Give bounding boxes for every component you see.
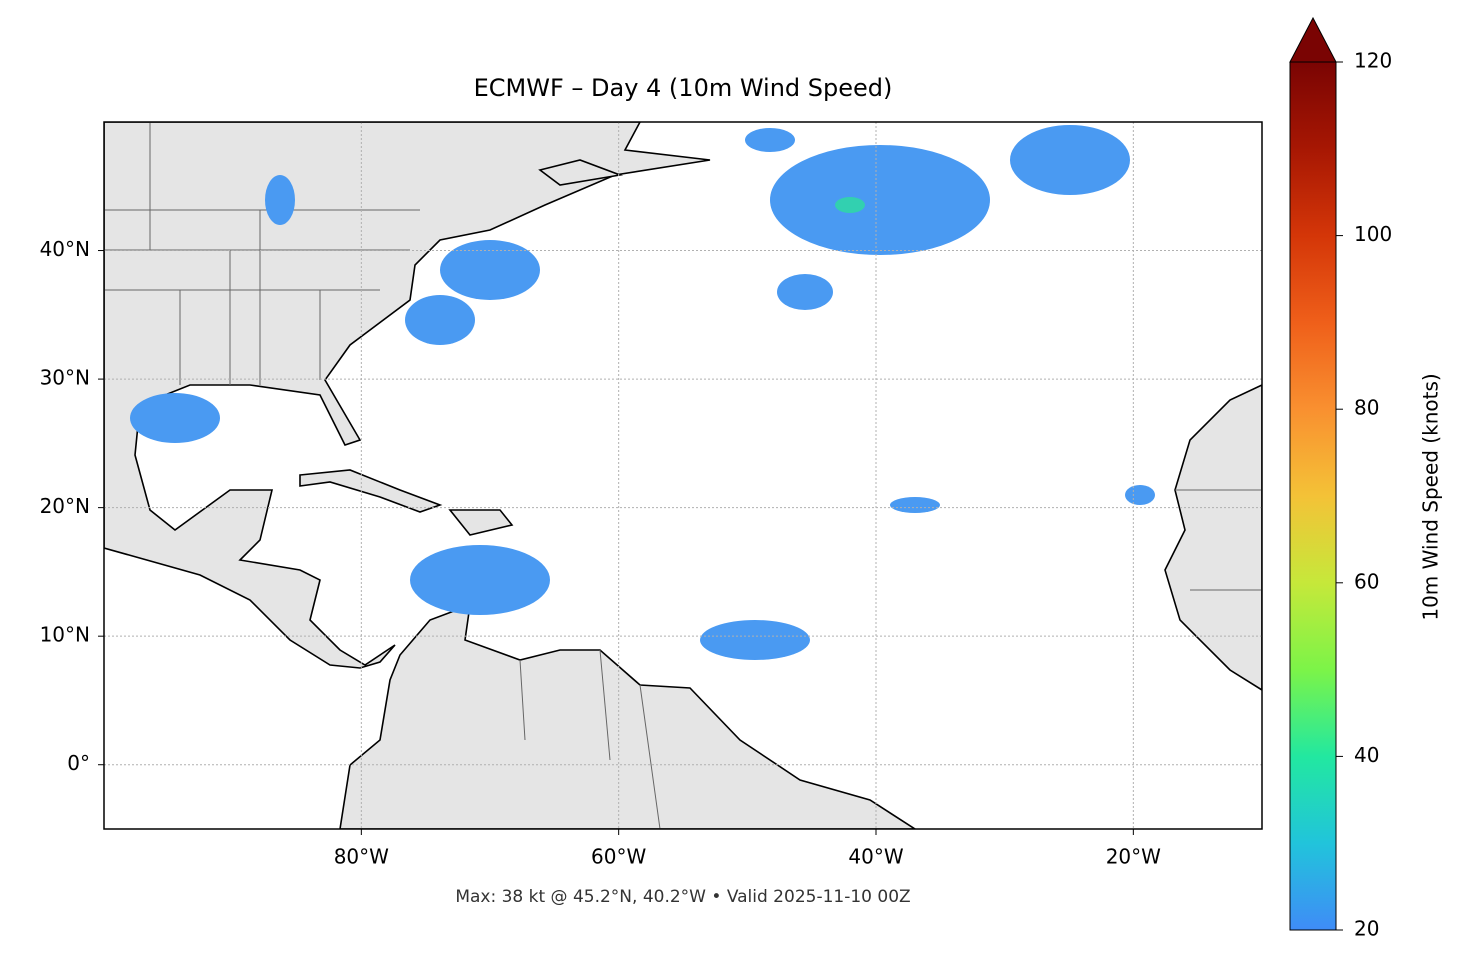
lat-tick-label: 0° [67, 751, 90, 775]
lat-tick-label: 10°N [40, 623, 90, 647]
africa [1164, 384, 1262, 691]
cuba [299, 469, 443, 513]
lon-tick-label: 20°W [1106, 845, 1161, 869]
hispaniola [448, 509, 514, 536]
lat-tick-label: 20°N [40, 494, 90, 518]
graticule [104, 122, 1262, 829]
south-america [339, 603, 917, 829]
title: ECMWF – Day 4 (10m Wind Speed) [474, 74, 893, 102]
colorbar-tick-label: 20 [1354, 917, 1379, 941]
colorbar-label: 10m Wind Speed (knots) [1419, 373, 1443, 620]
colorbar-tick-label: 120 [1354, 49, 1392, 73]
lon-tick-label: 80°W [334, 845, 389, 869]
colorbar-tick-label: 100 [1354, 222, 1392, 246]
colorbar-tick-label: 40 [1354, 743, 1379, 767]
country-borders [519, 489, 1262, 829]
lat-tick-label: 40°N [40, 237, 90, 261]
lon-tick-label: 60°W [591, 845, 646, 869]
state-borders [104, 122, 420, 385]
footer: Max: 38 kt @ 45.2°N, 40.2°W • Valid 2025… [455, 887, 910, 907]
north-central-america [104, 122, 711, 669]
map [104, 122, 1262, 829]
colorbar-tick-label: 80 [1354, 396, 1379, 420]
colorbar [1289, 61, 1337, 931]
colorbar-tick-label: 60 [1354, 569, 1379, 593]
lat-tick-label: 30°N [40, 366, 90, 390]
map-frame [103, 121, 1263, 830]
nova-scotia [538, 159, 624, 186]
lon-tick-label: 40°W [848, 845, 903, 869]
wind-field [130, 125, 1155, 660]
colorbar-extend [1289, 16, 1337, 63]
